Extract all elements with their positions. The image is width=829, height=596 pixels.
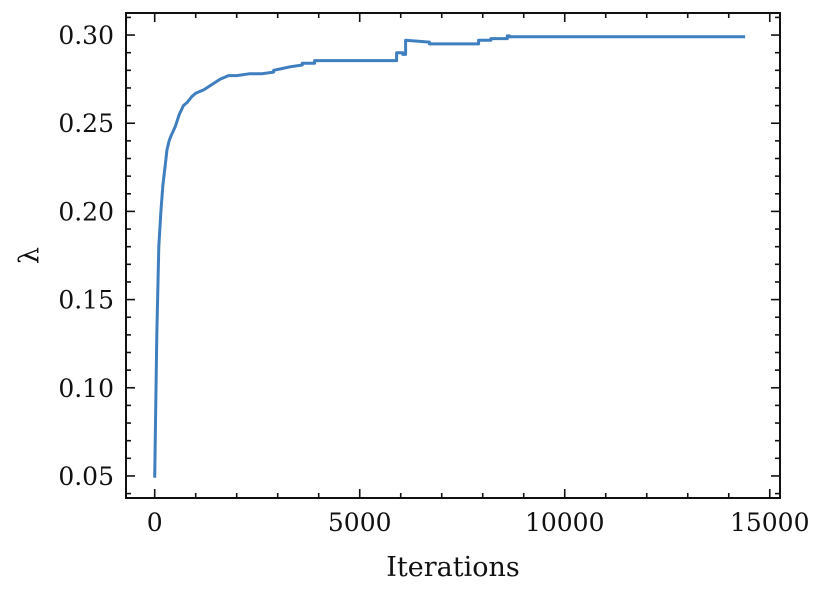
tick-labels: 0 5000 10000 15000 0.05 0.10 0.15 0.20 0.25 0.30	[58, 21, 809, 537]
plot-frame	[125, 12, 781, 499]
y-tick-label: 0.25	[58, 109, 114, 138]
tick-marks	[126, 13, 780, 498]
y-tick-label: 0.10	[58, 374, 114, 403]
x-tick-label: 5000	[328, 508, 392, 537]
x-tick-label: 0	[147, 508, 163, 537]
y-tick-label: 0.30	[58, 21, 114, 50]
x-axis-label: Iterations	[386, 552, 519, 583]
x-tick-label: 10000	[525, 508, 605, 537]
y-tick-label: 0.05	[58, 462, 114, 491]
x-tick-label: 15000	[730, 508, 810, 537]
series-line	[153, 34, 746, 478]
y-tick-label: 0.15	[58, 286, 114, 315]
y-tick-label: 0.20	[58, 197, 114, 226]
y-axis-label: λ	[14, 247, 45, 264]
